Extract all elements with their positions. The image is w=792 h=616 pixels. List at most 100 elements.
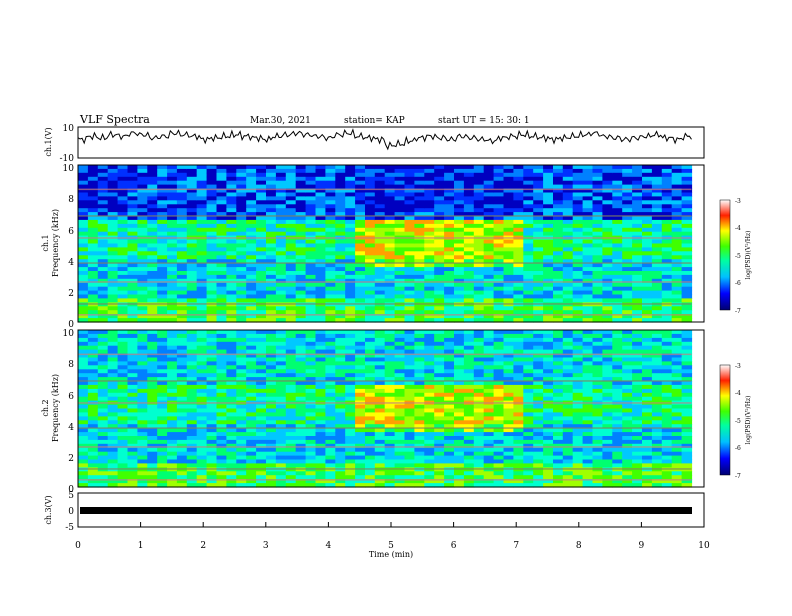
spectrogram-cell	[78, 345, 89, 351]
spectrogram-cell	[632, 436, 643, 441]
spectrogram-cell	[127, 392, 138, 398]
spectrogram-cell	[454, 361, 465, 366]
spectrogram-cell	[463, 294, 475, 299]
spectrogram-cell	[493, 204, 505, 209]
spectrogram-cell	[305, 341, 317, 347]
spectrogram-cell	[671, 208, 683, 213]
spectrogram-cell	[572, 239, 584, 245]
spectrogram-cell	[226, 353, 237, 359]
spectrogram-cell	[256, 172, 267, 178]
spectrogram-cell	[374, 231, 386, 237]
spectrogram-cell	[493, 388, 505, 394]
spectrogram-cell	[661, 247, 673, 252]
spectrogram-cell	[493, 184, 505, 190]
spectrogram-cell	[157, 330, 168, 335]
spectrogram-cell	[681, 349, 693, 355]
spectrogram-cell	[572, 412, 584, 417]
spectrogram-cell	[582, 219, 594, 225]
spectrogram-cell	[315, 255, 326, 260]
spectrogram-cell	[345, 294, 356, 299]
spectrogram-cell	[661, 483, 673, 488]
spectrogram-cell	[661, 239, 673, 245]
spectrogram-cell	[523, 286, 534, 292]
spectrogram-cell	[206, 184, 218, 190]
spectrogram-cell	[256, 314, 267, 319]
spectrogram-cell	[513, 412, 524, 417]
spectrogram-cell	[414, 223, 425, 229]
spectrogram-cell	[246, 239, 257, 245]
spectrogram-cell	[117, 369, 129, 374]
spectrogram-cell	[424, 180, 435, 186]
spectrogram-cell	[661, 184, 673, 190]
spectrogram-cell	[236, 373, 247, 378]
spectrogram-cell	[345, 192, 356, 197]
spectrogram-cell	[444, 208, 455, 213]
spectrogram-cell	[266, 373, 277, 378]
spectrogram-cell	[404, 306, 415, 311]
spectrogram-cell	[533, 278, 544, 284]
spectrogram-cell	[186, 443, 198, 449]
spectrogram-cell	[196, 475, 208, 480]
spectrogram-cell	[295, 349, 307, 355]
spectrogram-cell	[404, 243, 415, 248]
spectrogram-cell	[513, 290, 524, 296]
spectrogram-cell	[157, 404, 168, 410]
spectrogram-cell	[216, 290, 227, 296]
spectrogram-cell	[78, 255, 89, 260]
spectrogram-cell	[424, 274, 435, 280]
spectrogram-cell	[107, 219, 119, 225]
spectrogram-cell	[305, 357, 317, 362]
spectrogram-cell	[256, 251, 267, 256]
spectrogram-cell	[226, 294, 237, 299]
spectrogram-cell	[285, 337, 297, 343]
spectrogram-cell	[285, 278, 297, 284]
spectrogram-cell	[681, 357, 693, 362]
spectrogram-cell	[622, 208, 633, 213]
spectrogram-cell	[562, 349, 574, 355]
spectrogram-cell	[394, 381, 406, 386]
spectrogram-cell	[216, 204, 227, 209]
spectrogram-cell	[503, 384, 514, 390]
spectrogram-cell	[374, 192, 386, 197]
spectrogram-cell	[424, 196, 435, 201]
spectrogram-cell	[137, 200, 148, 205]
spectrogram-cell	[206, 176, 218, 182]
spectrogram-cell	[671, 451, 683, 457]
spectrogram-cell	[592, 483, 603, 488]
spectrogram-cell	[612, 216, 623, 221]
spectrogram-cell	[176, 263, 188, 268]
spectrogram-cell	[572, 314, 584, 319]
spectrogram-cell	[345, 384, 356, 390]
spectrogram-cell	[305, 404, 317, 410]
spectrogram-cell	[275, 216, 287, 221]
spectrogram-cell	[394, 475, 406, 480]
spectrogram-cell	[493, 212, 505, 217]
spectrogram-cell	[463, 436, 475, 441]
spectrogram-cell	[196, 330, 208, 335]
spectrogram-cell	[602, 243, 613, 248]
spectrogram-cell	[642, 310, 653, 315]
spectrogram-cell	[305, 318, 317, 323]
spectrogram-cell	[642, 337, 653, 343]
spectrogram-cell	[523, 263, 534, 268]
spectrogram-cell	[216, 404, 227, 410]
spectrogram-cell	[226, 286, 237, 292]
spectrogram-cell	[355, 172, 366, 178]
spectrogram-cell	[335, 396, 346, 402]
spectrogram-cell	[404, 337, 415, 343]
spectrogram-cell	[394, 412, 406, 417]
spectrogram-cell	[454, 318, 465, 323]
spectrogram-cell	[295, 318, 307, 323]
spectrogram-cell	[444, 420, 455, 425]
spectrogram-cell	[335, 274, 346, 280]
spectrogram-cell	[374, 384, 386, 390]
spectrogram-cell	[167, 388, 178, 394]
spectrogram-cell	[117, 420, 129, 425]
spectrogram-cell	[661, 388, 673, 394]
spectrogram-cell	[404, 208, 415, 213]
spectrogram-cell	[394, 353, 406, 359]
spectrogram-cell	[582, 459, 594, 464]
spectrogram-cell	[147, 459, 158, 464]
spectrogram-cell	[107, 471, 119, 476]
spectrogram-cell	[226, 212, 237, 217]
